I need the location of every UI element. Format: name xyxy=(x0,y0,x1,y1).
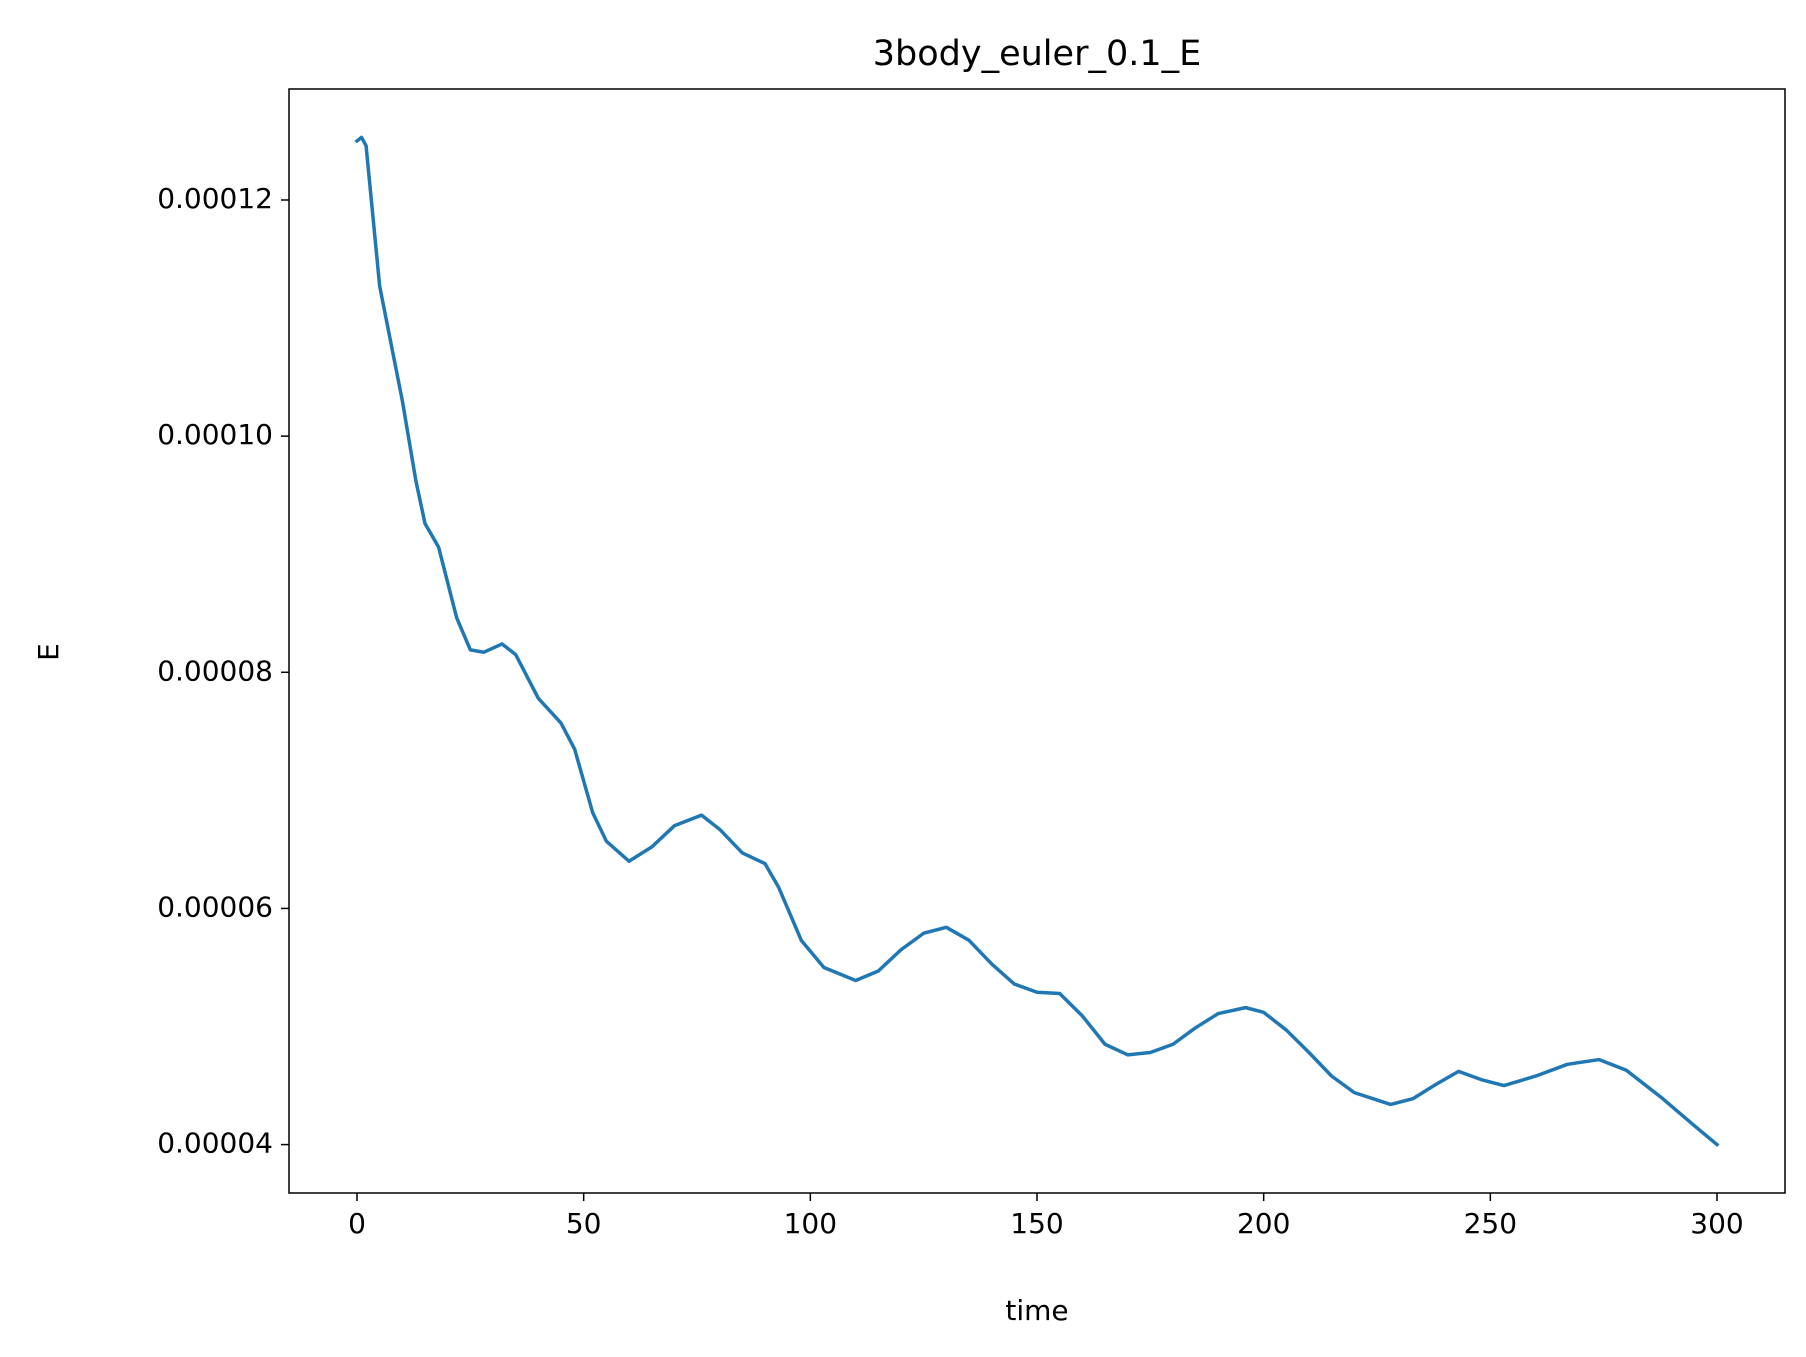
x-tick-label: 200 xyxy=(1237,1207,1290,1240)
x-tick-label: 250 xyxy=(1464,1207,1517,1240)
x-tick-label: 150 xyxy=(1010,1207,1063,1240)
y-tick-label: 0.00012 xyxy=(157,182,273,215)
y-axis-label: E xyxy=(32,643,65,661)
chart-title: 3body_euler_0.1_E xyxy=(873,34,1201,74)
y-tick-label: 0.00004 xyxy=(157,1127,273,1160)
x-tick-label: 50 xyxy=(566,1207,602,1240)
y-tick-label: 0.00008 xyxy=(157,654,273,687)
y-tick-label: 0.00006 xyxy=(157,890,273,923)
x-tick-label: 100 xyxy=(784,1207,837,1240)
x-axis-label: time xyxy=(1005,1294,1068,1327)
y-tick-label: 0.00010 xyxy=(157,418,273,451)
plot-frame xyxy=(288,88,1786,1194)
x-tick-label: 0 xyxy=(348,1207,366,1240)
x-tick-label: 300 xyxy=(1690,1207,1743,1240)
data-line xyxy=(354,135,1720,1148)
